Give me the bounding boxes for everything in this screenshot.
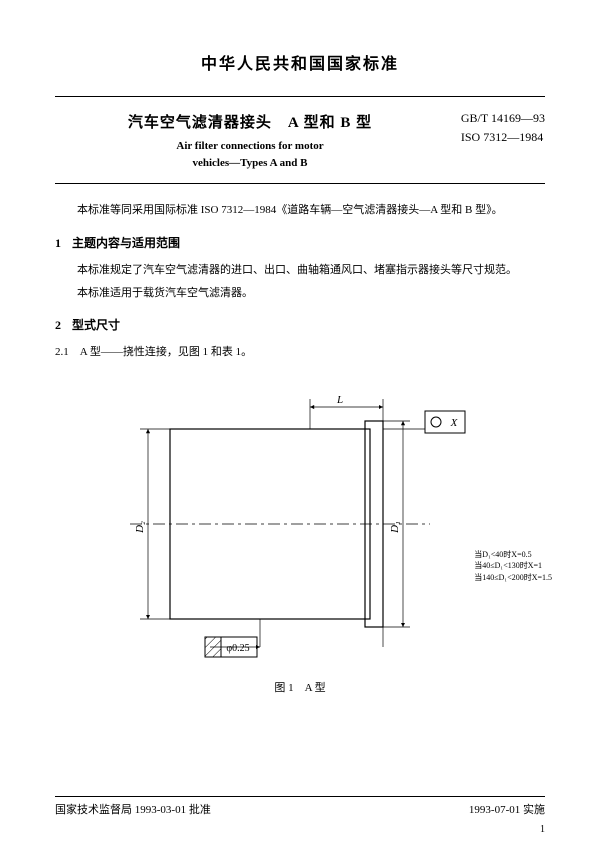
note-line-3: 当140≤D₁<200时X=1.5: [474, 572, 552, 583]
dim-X-label: X: [450, 417, 459, 429]
tolerance-label: φ0.25: [226, 643, 249, 654]
footer: 国家技术监督局 1993-03-01 批准 1993-07-01 实施: [55, 796, 545, 817]
section-2-1-number: 2.1: [55, 346, 69, 358]
title-block: 汽车空气滤清器接头 A 型和 B 型 Air filter connection…: [55, 96, 545, 184]
figure-1: L X D₂ D₁ φ0.25 当D₁<40时X=0.5 当40≤D₁<130时…: [110, 369, 490, 695]
figure-1-svg: L X D₂ D₁ φ0.25: [110, 369, 490, 669]
national-standard-header: 中华人民共和国国家标准: [55, 50, 545, 74]
section-2-heading: 2 型式尺寸: [55, 316, 545, 333]
figure-1-caption: 图 1 A 型: [110, 679, 490, 695]
standard-codes: GB/T 14169—93 ISO 7312—1984: [461, 109, 545, 147]
title-en-line1: Air filter connections for motor: [176, 140, 323, 152]
dim-D2-label: D₁: [389, 521, 401, 534]
dim-L-label: L: [336, 394, 343, 406]
footer-effective-date: 1993-07-01 实施: [469, 801, 545, 817]
title-en-line2: vehicles—Types A and B: [192, 157, 307, 169]
gb-code: GB/T 14169—93: [461, 109, 545, 128]
section-1-para-1: 本标准规定了汽车空气滤清器的进口、出口、曲轴箱通风口、堵塞指示器接头等尺寸规范。: [55, 261, 545, 281]
note-line-1: 当D₁<40时X=0.5: [474, 549, 552, 560]
section-2-1: 2.1 A 型——挠性连接，见图 1 和表 1。: [55, 343, 545, 359]
note-line-2: 当40≤D₁<130时X=1: [474, 560, 552, 571]
iso-code: ISO 7312—1984: [461, 128, 545, 147]
section-1-para-2: 本标准适用于载货汽车空气滤清器。: [55, 284, 545, 304]
section-1-heading: 1 主题内容与适用范围: [55, 234, 545, 251]
section-2-title: 型式尺寸: [72, 318, 120, 332]
intro-paragraph: 本标准等同采用国际标准 ISO 7312—1984《道路车辆—空气滤清器接头—A…: [55, 202, 545, 220]
dim-D1-label: D₂: [134, 521, 146, 534]
section-2-1-text: A 型——挠性连接，见图 1 和表 1。: [80, 346, 252, 358]
section-1-title: 主题内容与适用范围: [72, 236, 180, 250]
section-2-number: 2: [55, 318, 69, 333]
page-number: 1: [540, 824, 545, 835]
figure-tolerance-notes: 当D₁<40时X=0.5 当40≤D₁<130时X=1 当140≤D₁<200时…: [474, 549, 552, 583]
footer-approval: 国家技术监督局 1993-03-01 批准: [55, 801, 211, 817]
section-1-number: 1: [55, 236, 69, 251]
